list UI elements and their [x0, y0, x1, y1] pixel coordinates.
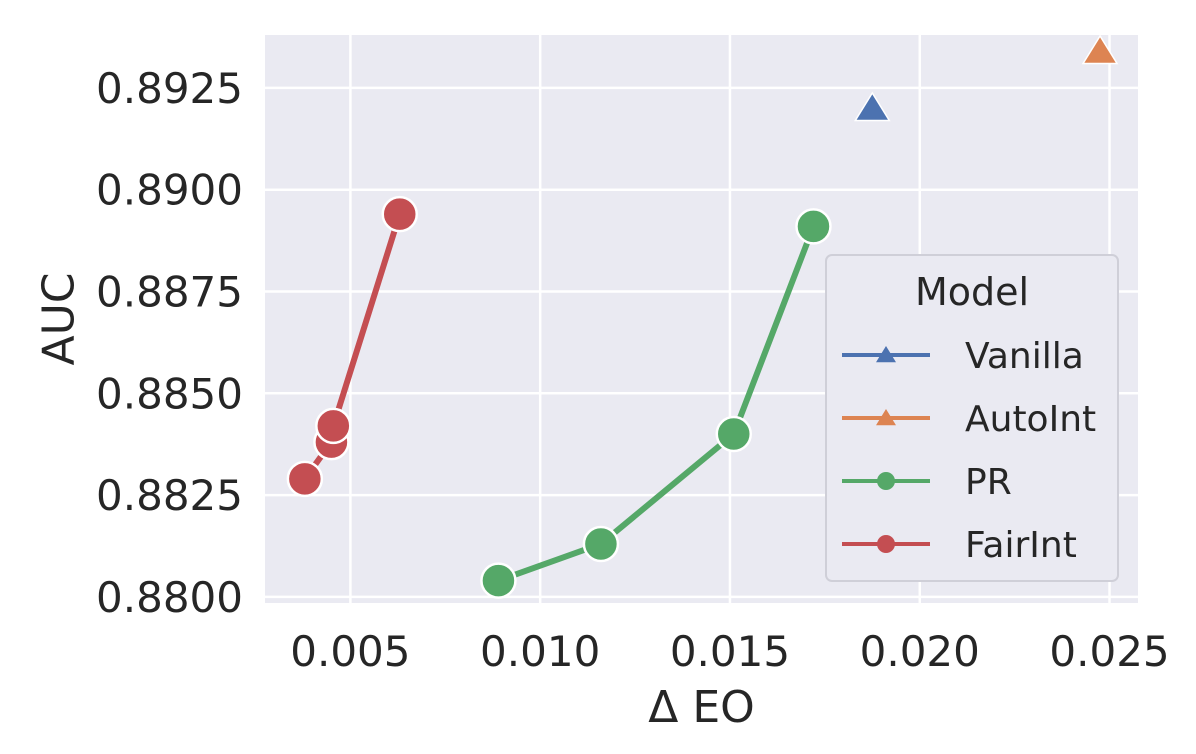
- x-tick-label: 0.005: [290, 627, 410, 676]
- y-axis-label: AUC: [33, 272, 84, 365]
- point-fairint: [286, 460, 324, 498]
- series-line-pr: [497, 225, 817, 584]
- y-tick-label: 0.8825: [96, 471, 243, 520]
- series-autoint: [1081, 34, 1119, 65]
- x-tick-label: 0.010: [480, 627, 600, 676]
- y-tick-label: 0.8800: [96, 573, 243, 622]
- y-tick-labels: 0.8800 0.8825 0.8850 0.8875 0.8900 0.8925: [96, 64, 243, 622]
- legend: Model Vanilla AutoInt PR FairInt: [825, 254, 1119, 582]
- point-autoint: [1081, 34, 1119, 65]
- legend-label-fairint: FairInt: [965, 525, 1077, 566]
- series-pr: [480, 208, 832, 599]
- y-tick-label: 0.8875: [96, 268, 243, 317]
- x-tick-label: 0.020: [860, 627, 980, 676]
- legend-marker-pr: [877, 472, 895, 490]
- point-fairint: [381, 195, 418, 233]
- legend-label-vanilla: Vanilla: [965, 336, 1084, 377]
- legend-item-fairint: FairInt: [842, 525, 1077, 566]
- legend-box: [825, 254, 1119, 582]
- y-tick-label: 0.8925: [96, 64, 243, 113]
- y-tick-label: 0.8900: [96, 166, 243, 215]
- point-pr: [795, 208, 832, 245]
- x-tick-label: 0.025: [1049, 627, 1169, 676]
- legend-marker-vanilla: [876, 346, 896, 363]
- point-vanilla: [853, 91, 891, 122]
- legend-title: Model: [915, 270, 1029, 314]
- x-tick-labels: 0.005 0.010 0.015 0.020 0.025: [290, 627, 1169, 676]
- series-fairint: [286, 195, 418, 498]
- legend-item-pr: PR: [842, 462, 1012, 503]
- point-pr: [480, 562, 517, 599]
- series-vanilla: [853, 91, 891, 122]
- point-fairint: [315, 407, 352, 445]
- x-axis-label: Δ EO: [648, 682, 755, 733]
- series-layer: [286, 34, 1119, 599]
- legend-item-vanilla: Vanilla: [842, 336, 1084, 377]
- legend-items: Vanilla AutoInt PR FairInt: [842, 336, 1096, 566]
- legend-marker-autoint: [876, 409, 896, 426]
- grid: [265, 35, 1138, 603]
- y-tick-label: 0.8850: [96, 369, 243, 418]
- legend-label-autoint: AutoInt: [965, 399, 1096, 440]
- x-tick-label: 0.015: [670, 627, 790, 676]
- point-pr: [715, 415, 753, 453]
- legend-item-autoint: AutoInt: [842, 399, 1096, 440]
- legend-marker-fairint: [877, 535, 895, 553]
- legend-label-pr: PR: [965, 462, 1012, 503]
- point-pr: [582, 525, 620, 563]
